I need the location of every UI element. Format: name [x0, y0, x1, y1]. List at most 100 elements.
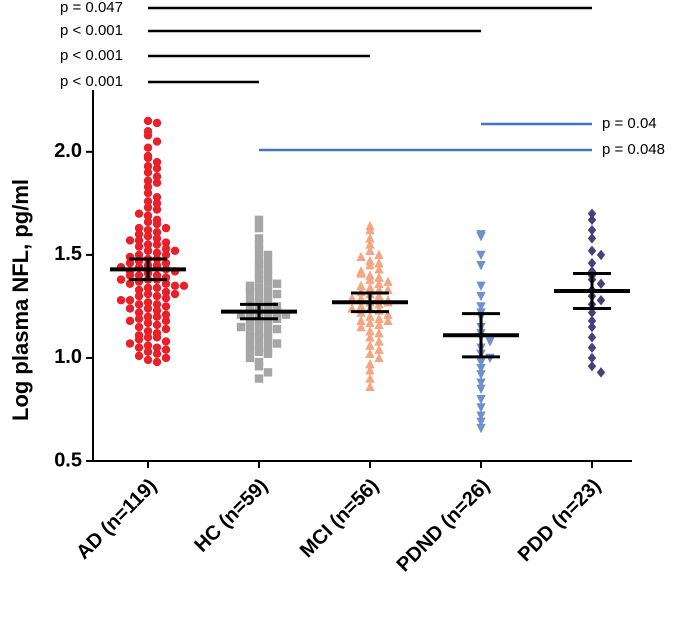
data-point: [161, 310, 171, 319]
data-point: [365, 233, 375, 243]
data-point: [152, 178, 162, 187]
data-point: [245, 331, 255, 340]
data-point: [143, 312, 153, 321]
data-point: [179, 281, 189, 291]
data-point: [476, 423, 486, 434]
data-point: [356, 268, 366, 278]
data-point: [263, 258, 273, 268]
data-point: [152, 137, 162, 146]
y-tick-label: 2.0: [54, 140, 82, 162]
x-tick-label: MCI (n=56): [296, 475, 383, 562]
data-point: [134, 314, 144, 323]
data-point: [245, 287, 255, 297]
data-point: [125, 304, 135, 313]
data-point: [272, 324, 282, 334]
data-point: [116, 275, 126, 284]
x-tick-label: AD (n=119): [72, 475, 161, 564]
data-point: [374, 290, 384, 301]
data-point: [245, 281, 255, 291]
data-point: [254, 326, 264, 336]
data-point: [476, 291, 486, 302]
data-point: [170, 289, 180, 299]
data-point: [263, 285, 273, 295]
data-point: [161, 302, 171, 311]
data-point: [587, 214, 597, 226]
comparison-label: p = 0.048: [602, 141, 665, 158]
data-point: [125, 236, 135, 245]
data-point: [245, 302, 255, 311]
data-point: [161, 238, 171, 247]
x-tick-label: PDND (n=26): [393, 475, 495, 577]
data-point: [134, 250, 144, 260]
data-point: [356, 251, 366, 262]
data-point: [125, 296, 135, 305]
data-point: [254, 234, 264, 243]
data-point: [254, 275, 264, 284]
data-point: [587, 342, 597, 353]
data-point: [125, 339, 135, 348]
x-tick-label: PDD (n=23): [514, 475, 605, 566]
data-point: [134, 308, 144, 317]
data-point: [374, 264, 384, 274]
data-point: [143, 211, 153, 220]
data-point: [365, 332, 375, 342]
data-point: [143, 162, 153, 171]
data-point: [161, 279, 171, 288]
data-point: [365, 239, 375, 249]
data-point: [161, 293, 171, 303]
data-point: [143, 355, 153, 365]
data-point: [263, 265, 273, 274]
data-point: [272, 289, 282, 299]
data-point: [365, 381, 375, 391]
data-point: [383, 309, 393, 319]
data-point: [152, 312, 162, 321]
data-point: [125, 316, 135, 326]
data-point: [143, 289, 153, 299]
data-point: [254, 246, 264, 255]
data-point: [254, 269, 264, 278]
data-point: [365, 311, 375, 321]
data-point: [365, 348, 375, 359]
data-point: [134, 242, 144, 251]
data-point: [374, 319, 384, 330]
data-point: [134, 343, 144, 352]
data-point: [134, 236, 144, 245]
comparison-label: p < 0.001: [60, 73, 123, 90]
data-point: [152, 234, 162, 243]
data-point: [263, 271, 273, 280]
data-point: [374, 249, 384, 260]
data-point: [245, 345, 255, 354]
data-point: [272, 302, 282, 311]
data-point: [143, 225, 153, 235]
data-point: [263, 293, 273, 303]
data-point: [170, 281, 180, 291]
data-point: [485, 353, 495, 364]
data-point: [152, 320, 162, 330]
data-point: [476, 364, 486, 374]
data-point: [254, 254, 264, 264]
data-point: [161, 244, 171, 253]
data-point: [254, 223, 264, 233]
data-point: [587, 245, 597, 256]
data-point: [143, 176, 153, 185]
comparison-label: p = 0.047: [60, 0, 123, 16]
data-point: [587, 257, 597, 269]
data-point: [356, 315, 366, 326]
data-point: [365, 365, 375, 375]
data-point: [143, 341, 153, 350]
data-point: [134, 285, 144, 295]
data-point: [143, 188, 153, 198]
data-point: [254, 347, 264, 356]
data-point: [596, 278, 606, 289]
data-point: [254, 318, 264, 328]
data-point: [143, 168, 153, 177]
data-point: [365, 282, 375, 293]
data-point: [476, 370, 486, 380]
data-point: [143, 143, 153, 152]
data-point: [143, 326, 153, 336]
data-point: [152, 240, 162, 249]
data-point: [254, 283, 264, 293]
data-point: [587, 208, 597, 219]
y-tick-label: 1.5: [54, 243, 82, 265]
data-point: [281, 310, 291, 319]
